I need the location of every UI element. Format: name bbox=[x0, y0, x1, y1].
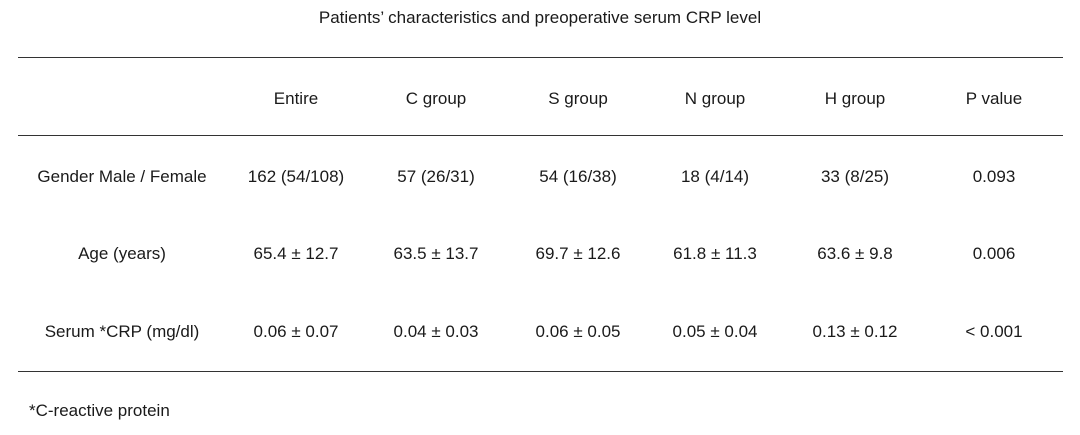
cell-entire: 0.06 ± 0.07 bbox=[253, 322, 339, 341]
cell-h-group: 0.13 ± 0.12 bbox=[812, 322, 898, 341]
cell-n-group: 0.05 ± 0.04 bbox=[672, 322, 758, 341]
cell-n-group: 18 (4/14) bbox=[680, 167, 750, 186]
cell-c-group: 0.04 ± 0.03 bbox=[393, 322, 479, 341]
cell-entire: 65.4 ± 12.7 bbox=[253, 244, 339, 263]
cell-entire: 162 (54/108) bbox=[247, 167, 345, 186]
row-label: Gender Male / Female bbox=[37, 167, 207, 186]
cell-s-group: 69.7 ± 12.6 bbox=[535, 244, 621, 263]
column-header-n-group: N group bbox=[684, 89, 746, 108]
table-top-rule bbox=[18, 57, 1063, 58]
column-header-c-group: C group bbox=[405, 89, 467, 108]
row-label: Serum *CRP (mg/dl) bbox=[44, 322, 200, 341]
cell-p-value: < 0.001 bbox=[965, 322, 1023, 341]
cell-c-group: 57 (26/31) bbox=[397, 167, 475, 186]
cell-c-group: 63.5 ± 13.7 bbox=[393, 244, 479, 263]
column-header-entire: Entire bbox=[273, 89, 319, 108]
cell-h-group: 33 (8/25) bbox=[820, 167, 890, 186]
cell-p-value: 0.093 bbox=[972, 167, 1016, 186]
column-header-s-group: S group bbox=[548, 89, 608, 108]
cell-s-group: 0.06 ± 0.05 bbox=[535, 322, 621, 341]
table-footnote: *C-reactive protein bbox=[29, 401, 170, 420]
table-bottom-rule bbox=[18, 371, 1063, 372]
cell-n-group: 61.8 ± 11.3 bbox=[673, 244, 757, 263]
table-header-rule bbox=[18, 135, 1063, 136]
row-label: Age (years) bbox=[78, 244, 166, 263]
cell-s-group: 54 (16/38) bbox=[539, 167, 617, 186]
column-header-p-value: P value bbox=[965, 89, 1023, 108]
cell-p-value: 0.006 bbox=[972, 244, 1016, 263]
column-header-h-group: H group bbox=[824, 89, 886, 108]
cell-h-group: 63.6 ± 9.8 bbox=[817, 244, 893, 263]
table-title: Patients’ characteristics and preoperati… bbox=[318, 8, 762, 27]
